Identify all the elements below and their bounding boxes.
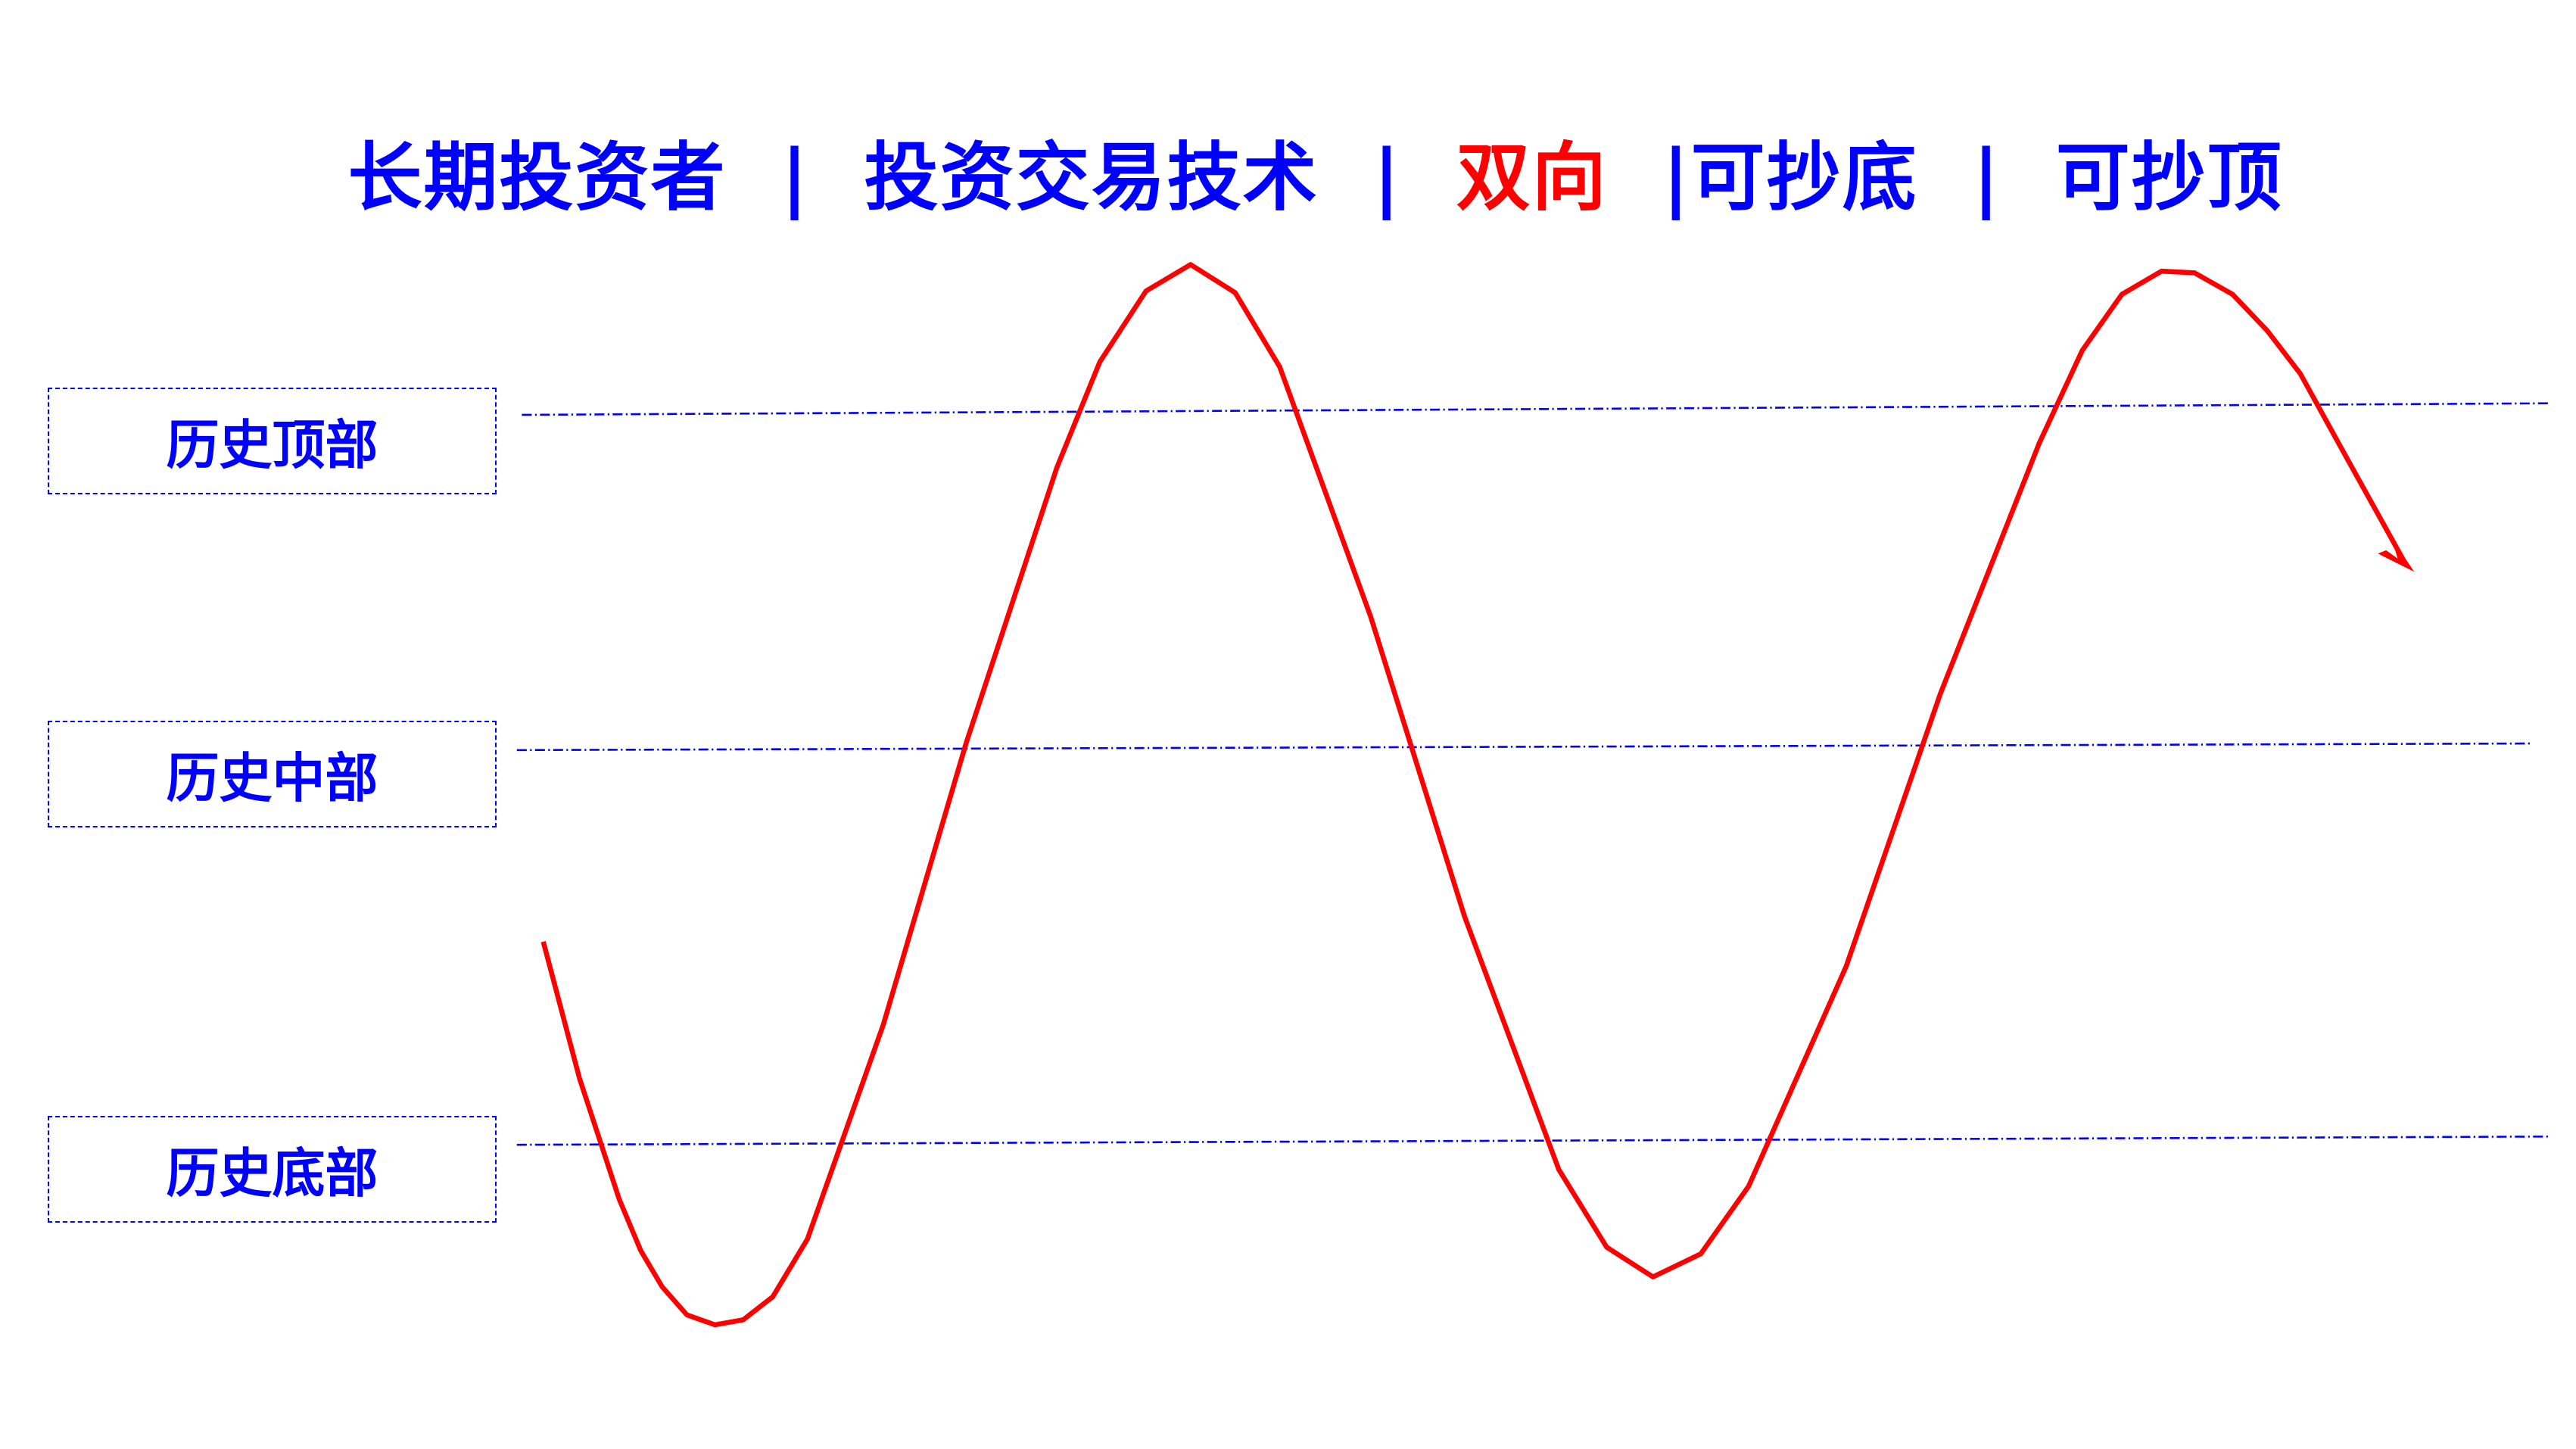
title-separator: | (1318, 134, 1456, 221)
title-buy-bottom: 可抄底 (1690, 134, 1918, 221)
price-wave-curve (540, 262, 2405, 1328)
title-long-term-investor: 长期投资者 (347, 134, 727, 221)
level-line-bottom (516, 1135, 2552, 1146)
title-bidirectional: 双向 (1456, 134, 1608, 221)
arrow-head-icon (2378, 537, 2415, 572)
level-line-middle (516, 742, 2530, 752)
label-text: 历史顶部 (166, 413, 378, 476)
title-separator: | (1607, 134, 1691, 221)
page-title: 长期投资者 | 投资交易技术 | 双向 |可抄底 | 可抄顶 (0, 30, 2576, 225)
label-history-top: 历史顶部 (48, 388, 497, 494)
title-separator: | (726, 134, 864, 221)
label-history-middle: 历史中部 (48, 721, 497, 827)
level-line-top (522, 402, 2552, 416)
label-text: 历史中部 (166, 746, 378, 809)
title-separator: | (1917, 134, 2056, 221)
title-sell-top: 可抄顶 (2055, 134, 2283, 221)
label-text: 历史底部 (166, 1142, 378, 1204)
label-history-bottom: 历史底部 (48, 1116, 497, 1223)
title-trading-technique: 投资交易技术 (864, 134, 1319, 221)
